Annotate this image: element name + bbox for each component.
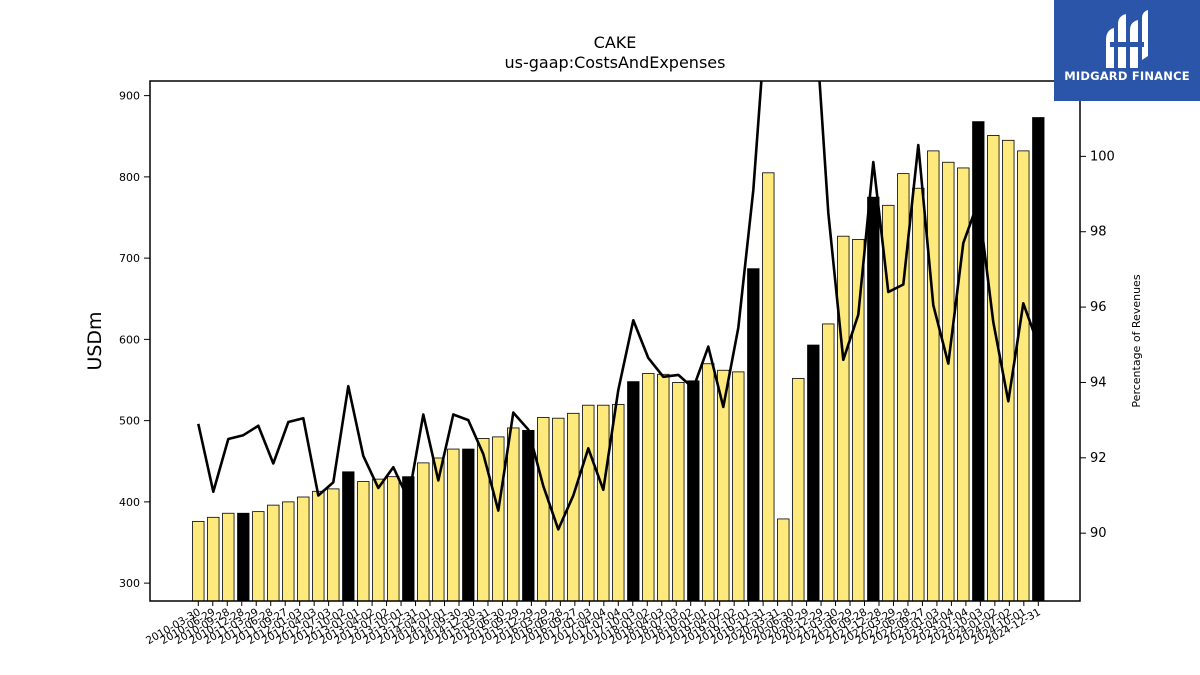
- bar-2015-09-29: [522, 429, 535, 601]
- y2-tick-label: 92: [1090, 451, 1107, 466]
- bar-2015-06-30: [507, 427, 520, 601]
- bar-2017-10-03: [642, 373, 655, 601]
- y-tick-label: 600: [119, 333, 140, 346]
- bar-2022-03-29: [912, 187, 925, 601]
- logo: MIDGARD FINANCE: [1054, 0, 1200, 101]
- y-axis: 300 400 500 600 700 800 900: [119, 90, 150, 590]
- y-tick-label: 300: [119, 577, 140, 590]
- y-tick-label: 900: [119, 90, 140, 103]
- bar-2012-07-03: [327, 488, 340, 601]
- bar-2013-10-01: [402, 476, 415, 601]
- bar-2022-09-27: [942, 161, 955, 601]
- bar-2019-07-02: [747, 268, 760, 601]
- bar-2024-07-02: [1032, 117, 1045, 601]
- bar-2013-07-02: [387, 476, 400, 601]
- y2-tick-label: 96: [1090, 300, 1107, 315]
- midgard-logo-icon: [1106, 10, 1148, 68]
- bar-2019-10-01: [762, 172, 775, 601]
- y-tick-label: 500: [119, 415, 140, 428]
- bar-2020-12-29: [837, 235, 850, 601]
- y2-axis: 90 92 94 96 98 100: [1080, 149, 1115, 541]
- bar-2010-12-28: [237, 512, 250, 601]
- y-tick-label: 400: [119, 496, 140, 509]
- bar-2010-09-28: [222, 512, 235, 601]
- bar-2011-06-28: [267, 504, 280, 601]
- bar-2021-06-29: [867, 196, 880, 601]
- bar-2014-09-30: [462, 448, 475, 601]
- bar-2021-12-28: [897, 173, 910, 601]
- y2-tick-label: 100: [1090, 149, 1115, 164]
- y2-tick-label: 90: [1090, 526, 1107, 541]
- bar-2015-12-29: [537, 416, 550, 601]
- chart-title: CAKE: [594, 33, 637, 52]
- bar-2019-01-01: [717, 369, 730, 601]
- bar-2020-03-31: [792, 377, 805, 601]
- bar-2013-04-02: [372, 478, 385, 601]
- bar-2019-12-31: [777, 518, 790, 601]
- x-axis: 2010-03-302010-06-292010-09-282010-12-28…: [144, 601, 1043, 647]
- logo-wordmark: MIDGARD FINANCE: [1064, 69, 1190, 83]
- bar-2014-12-30: [477, 438, 490, 601]
- bar-2013-12-31: [417, 462, 430, 601]
- bar-2018-04-03: [672, 382, 685, 601]
- bar-2019-04-02: [732, 371, 745, 601]
- pct-revenues-line: [197, 81, 1040, 531]
- bar-2021-03-30: [852, 239, 865, 601]
- y2-axis-label: Percentage of Revenues: [1130, 274, 1143, 407]
- y-tick-label: 800: [119, 171, 140, 184]
- y2-tick-label: 98: [1090, 225, 1107, 240]
- bar-2012-04-03: [312, 490, 325, 601]
- bar-2018-01-02: [657, 373, 670, 601]
- y2-tick-label: 94: [1090, 375, 1107, 390]
- bar-2017-04-04: [612, 403, 625, 601]
- plot-frame: [149, 80, 1081, 602]
- bar-2010-03-30: [192, 520, 205, 601]
- bar-2020-06-30: [807, 344, 820, 601]
- bar-2017-07-04: [627, 381, 640, 601]
- bar-2015-03-31: [492, 436, 505, 601]
- y-axis-label: USDm: [84, 311, 106, 370]
- bar-2017-01-03: [597, 404, 610, 601]
- bar-2023-07-04: [987, 135, 1000, 601]
- chart-subtitle: us-gaap:CostsAndExpenses: [505, 53, 726, 72]
- y-tick-label: 700: [119, 252, 140, 265]
- bar-2023-04-04: [972, 121, 985, 601]
- bar-2023-01-03: [957, 167, 970, 601]
- bar-2010-06-29: [207, 516, 220, 601]
- bar-2022-06-28: [927, 150, 940, 601]
- bars-group: [192, 117, 1045, 601]
- bar-2018-10-02: [702, 363, 715, 601]
- bar-2021-09-28: [882, 204, 895, 601]
- bar-2020-09-29: [822, 323, 835, 601]
- bar-2011-09-27: [282, 501, 295, 601]
- bar-2016-09-27: [582, 404, 595, 601]
- bar-2012-01-03: [297, 496, 310, 601]
- bar-2012-10-02: [342, 471, 355, 601]
- bar-2014-07-01: [447, 448, 460, 601]
- bar-2016-03-29: [552, 417, 565, 601]
- bar-2018-07-03: [687, 380, 700, 601]
- bar-2024-01-02: [1017, 150, 1030, 601]
- bar-2014-04-01: [432, 457, 445, 601]
- pct-line-group: [197, 81, 1040, 531]
- bar-2013-01-01: [357, 481, 370, 601]
- bar-2011-03-29: [252, 511, 265, 601]
